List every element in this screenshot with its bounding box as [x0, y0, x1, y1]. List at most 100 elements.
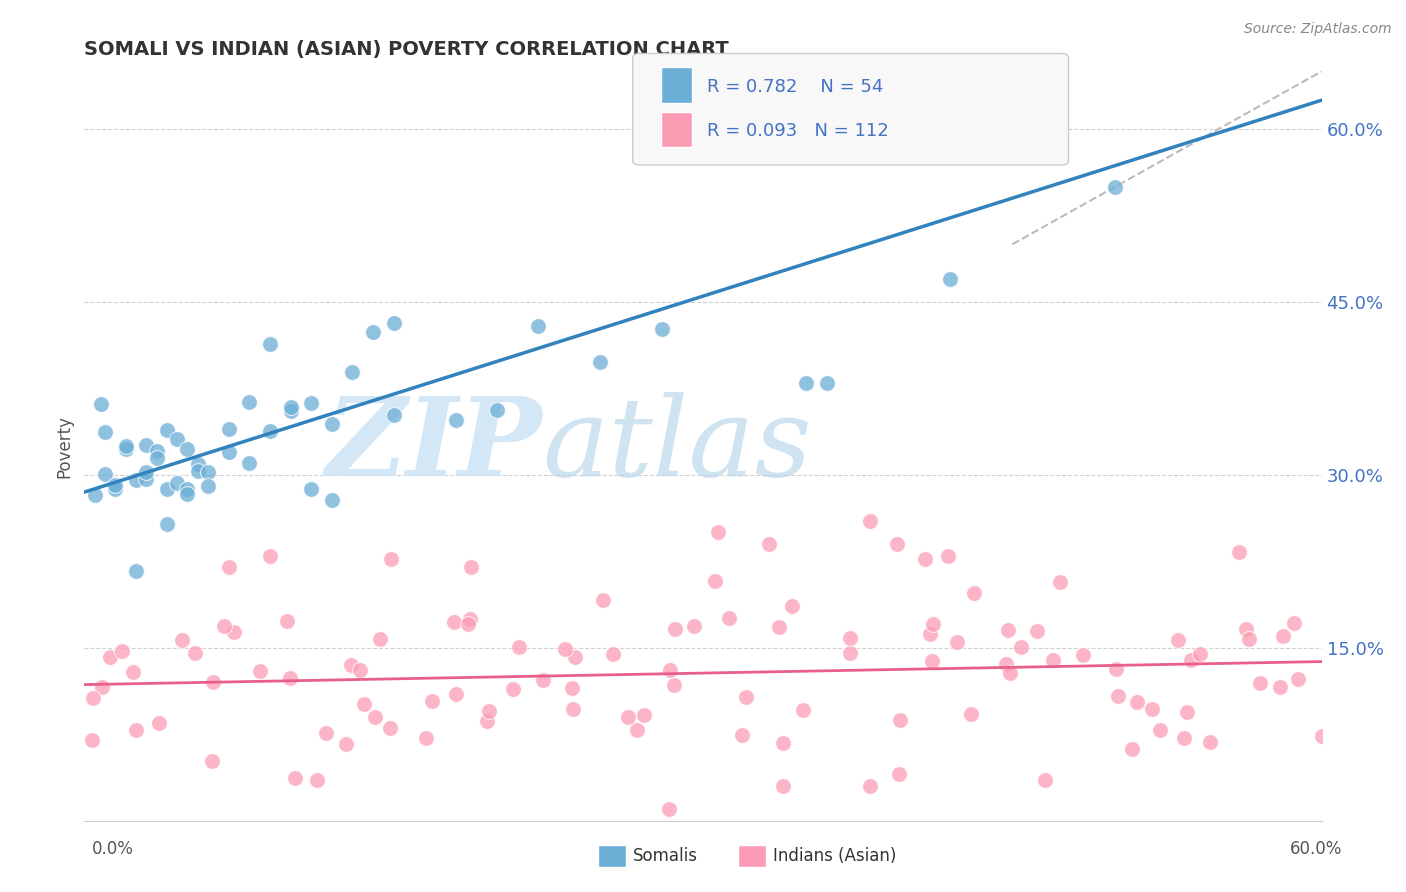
Point: [478, 704, 501, 718]
Point: [104, 482, 127, 496]
Point: [458, 611, 481, 625]
Point: [218, 422, 240, 436]
Point: [382, 316, 405, 330]
Point: [963, 586, 986, 600]
Point: [156, 516, 179, 531]
Point: [98, 650, 121, 665]
Point: [887, 767, 910, 781]
Point: [886, 537, 908, 551]
Point: [772, 779, 794, 793]
Point: [1149, 723, 1171, 737]
Point: [145, 451, 167, 466]
Point: [218, 560, 240, 574]
Point: [321, 417, 343, 431]
Point: [305, 773, 328, 788]
Point: [1249, 675, 1271, 690]
Point: [889, 714, 911, 728]
Point: [1121, 741, 1143, 756]
Point: [364, 710, 387, 724]
Point: [176, 442, 198, 456]
Point: [838, 646, 860, 660]
Point: [156, 423, 179, 437]
Point: [1104, 179, 1126, 194]
Point: [1142, 702, 1164, 716]
Text: R = 0.782    N = 54: R = 0.782 N = 54: [707, 78, 883, 95]
Text: R = 0.093   N = 112: R = 0.093 N = 112: [707, 122, 889, 140]
Point: [1234, 622, 1257, 636]
Point: [378, 721, 401, 735]
Point: [815, 376, 838, 390]
Point: [1033, 773, 1056, 788]
Point: [156, 483, 179, 497]
Point: [1237, 632, 1260, 646]
Point: [342, 366, 364, 380]
Point: [197, 479, 219, 493]
Point: [446, 687, 468, 701]
Point: [772, 736, 794, 750]
Point: [259, 337, 281, 351]
Point: [1173, 731, 1195, 746]
Point: [94, 425, 117, 439]
Point: [859, 779, 882, 793]
Point: [651, 322, 673, 336]
Text: Source: ZipAtlas.com: Source: ZipAtlas.com: [1244, 22, 1392, 37]
Point: [114, 442, 136, 456]
Point: [135, 465, 157, 479]
Point: [703, 574, 725, 589]
Text: ZIP: ZIP: [326, 392, 543, 500]
Point: [564, 649, 586, 664]
Point: [80, 733, 103, 747]
Point: [626, 723, 648, 738]
Point: [299, 482, 322, 496]
Point: [1180, 653, 1202, 667]
Point: [1270, 680, 1292, 694]
Point: [166, 432, 188, 446]
Point: [122, 665, 145, 680]
Point: [335, 738, 357, 752]
Point: [1025, 624, 1047, 639]
Point: [315, 726, 337, 740]
Point: [664, 678, 686, 692]
Point: [90, 397, 112, 411]
Point: [238, 456, 260, 470]
Point: [176, 487, 198, 501]
Point: [707, 524, 730, 539]
Point: [554, 642, 576, 657]
Point: [111, 644, 134, 658]
Point: [284, 771, 307, 785]
Point: [936, 549, 959, 563]
Point: [561, 681, 583, 695]
Point: [768, 620, 790, 634]
Point: [218, 444, 240, 458]
Point: [197, 465, 219, 479]
Point: [214, 618, 236, 632]
Point: [238, 395, 260, 409]
Point: [683, 618, 706, 632]
Point: [502, 682, 524, 697]
Point: [717, 611, 740, 625]
Point: [838, 631, 860, 645]
Point: [443, 615, 465, 629]
Point: [349, 664, 371, 678]
Point: [125, 723, 148, 737]
Point: [477, 714, 499, 728]
Point: [1167, 632, 1189, 647]
Point: [90, 681, 112, 695]
Point: [201, 674, 224, 689]
Point: [420, 694, 443, 708]
Point: [444, 413, 467, 427]
Point: [1282, 615, 1305, 630]
Point: [457, 616, 479, 631]
Text: SOMALI VS INDIAN (ASIAN) POVERTY CORRELATION CHART: SOMALI VS INDIAN (ASIAN) POVERTY CORRELA…: [84, 39, 730, 59]
Point: [997, 624, 1019, 638]
Point: [148, 716, 170, 731]
Point: [94, 467, 117, 482]
Point: [321, 493, 343, 508]
Point: [1000, 666, 1022, 681]
Point: [340, 658, 363, 673]
Point: [918, 626, 941, 640]
Point: [187, 464, 209, 478]
Point: [187, 457, 209, 471]
Point: [370, 632, 392, 646]
Point: [1227, 545, 1250, 559]
